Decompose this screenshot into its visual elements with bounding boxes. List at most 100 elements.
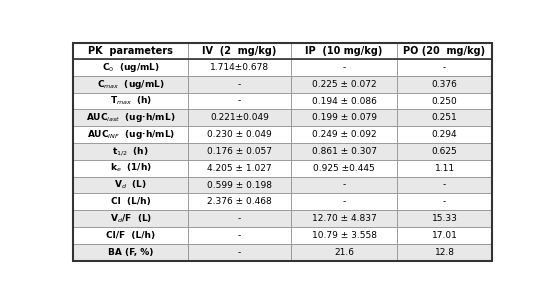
Text: 0.194 ± 0.086: 0.194 ± 0.086 xyxy=(312,97,376,105)
Text: AUC$_{last}$  (ug·h/mL): AUC$_{last}$ (ug·h/mL) xyxy=(86,111,175,124)
Text: 0.861 ± 0.307: 0.861 ± 0.307 xyxy=(312,147,377,156)
Bar xyxy=(291,143,397,160)
Bar xyxy=(73,244,188,261)
Text: 0.230 ± 0.049: 0.230 ± 0.049 xyxy=(207,130,272,139)
Text: C$_{max}$  (ug/mL): C$_{max}$ (ug/mL) xyxy=(97,78,165,91)
Text: 0.925 ±0.445: 0.925 ±0.445 xyxy=(313,164,375,173)
Text: V$_d$  (L): V$_d$ (L) xyxy=(114,179,147,191)
Bar xyxy=(188,227,291,244)
Text: 1.11: 1.11 xyxy=(435,164,455,173)
Text: 1.714±0.678: 1.714±0.678 xyxy=(210,63,269,72)
Text: 15.33: 15.33 xyxy=(431,214,457,223)
Bar xyxy=(188,76,291,93)
Bar xyxy=(73,43,188,59)
Text: PK  parameters: PK parameters xyxy=(88,46,173,56)
Bar xyxy=(397,126,491,143)
Text: 0.251: 0.251 xyxy=(431,113,457,122)
Bar xyxy=(188,43,291,59)
Text: 4.205 ± 1.027: 4.205 ± 1.027 xyxy=(207,164,272,173)
Bar xyxy=(291,126,397,143)
Bar xyxy=(188,59,291,76)
Text: 10.79 ± 3.558: 10.79 ± 3.558 xyxy=(312,231,377,240)
Bar xyxy=(291,227,397,244)
Bar xyxy=(73,160,188,177)
Text: -: - xyxy=(443,181,446,190)
Bar xyxy=(397,143,491,160)
Bar xyxy=(73,59,188,76)
Text: -: - xyxy=(343,181,345,190)
Text: IP  (10 mg/kg): IP (10 mg/kg) xyxy=(305,46,383,56)
Bar xyxy=(291,160,397,177)
Bar xyxy=(188,143,291,160)
Text: -: - xyxy=(343,197,345,206)
Text: 0.294: 0.294 xyxy=(432,130,457,139)
Bar xyxy=(188,93,291,109)
Bar xyxy=(397,210,491,227)
Text: 0.225 ± 0.072: 0.225 ± 0.072 xyxy=(312,80,376,89)
Text: t$_{1/2}$  (h): t$_{1/2}$ (h) xyxy=(112,145,149,158)
Text: -: - xyxy=(238,231,241,240)
Text: -: - xyxy=(238,80,241,89)
Bar xyxy=(397,177,491,193)
Bar xyxy=(73,76,188,93)
Text: PO (20  mg/kg): PO (20 mg/kg) xyxy=(403,46,485,56)
Text: BA (F, %): BA (F, %) xyxy=(108,248,153,257)
Text: C$_0$  (ug/mL): C$_0$ (ug/mL) xyxy=(102,61,160,74)
Text: 2.376 ± 0.468: 2.376 ± 0.468 xyxy=(207,197,272,206)
Text: -: - xyxy=(238,97,241,105)
Text: IV  (2  mg/kg): IV (2 mg/kg) xyxy=(202,46,277,56)
Text: 0.376: 0.376 xyxy=(431,80,457,89)
Text: 0.176 ± 0.057: 0.176 ± 0.057 xyxy=(207,147,272,156)
Bar xyxy=(188,126,291,143)
Text: T$_{max}$  (h): T$_{max}$ (h) xyxy=(110,95,152,107)
Text: -: - xyxy=(443,63,446,72)
Bar xyxy=(73,109,188,126)
Bar xyxy=(291,59,397,76)
Bar xyxy=(291,109,397,126)
Bar xyxy=(291,93,397,109)
Text: V$_d$/F  (L): V$_d$/F (L) xyxy=(110,212,152,225)
Bar xyxy=(291,244,397,261)
Text: -: - xyxy=(443,197,446,206)
Bar xyxy=(397,109,491,126)
Text: 0.221±0.049: 0.221±0.049 xyxy=(210,113,269,122)
Bar xyxy=(397,227,491,244)
Text: Cl  (L/h): Cl (L/h) xyxy=(111,197,150,206)
Bar xyxy=(73,93,188,109)
Text: 0.199 ± 0.079: 0.199 ± 0.079 xyxy=(312,113,377,122)
Bar xyxy=(188,109,291,126)
Text: AUC$_{INF}$  (ug·h/mL): AUC$_{INF}$ (ug·h/mL) xyxy=(87,128,175,141)
Text: 0.599 ± 0.198: 0.599 ± 0.198 xyxy=(207,181,272,190)
Bar xyxy=(73,193,188,210)
Text: k$_e$  (1/h): k$_e$ (1/h) xyxy=(110,162,152,175)
Bar xyxy=(291,76,397,93)
Bar xyxy=(397,59,491,76)
Bar xyxy=(73,210,188,227)
Text: 17.01: 17.01 xyxy=(431,231,457,240)
Text: 0.625: 0.625 xyxy=(431,147,457,156)
Bar xyxy=(397,244,491,261)
Bar xyxy=(397,193,491,210)
Bar xyxy=(291,43,397,59)
Bar xyxy=(73,177,188,193)
Text: 0.249 ± 0.092: 0.249 ± 0.092 xyxy=(312,130,376,139)
Bar xyxy=(188,193,291,210)
Bar xyxy=(291,177,397,193)
Bar xyxy=(188,177,291,193)
Bar xyxy=(188,160,291,177)
Text: -: - xyxy=(238,214,241,223)
Bar xyxy=(188,244,291,261)
Bar xyxy=(397,160,491,177)
Text: 0.250: 0.250 xyxy=(431,97,457,105)
Text: -: - xyxy=(343,63,345,72)
Text: -: - xyxy=(238,248,241,257)
Bar xyxy=(73,126,188,143)
Bar xyxy=(188,210,291,227)
Bar xyxy=(397,76,491,93)
Bar xyxy=(291,210,397,227)
Text: 12.70 ± 4.837: 12.70 ± 4.837 xyxy=(312,214,376,223)
Text: Cl/F  (L/h): Cl/F (L/h) xyxy=(106,231,155,240)
Bar xyxy=(73,227,188,244)
Bar xyxy=(73,143,188,160)
Text: 12.8: 12.8 xyxy=(435,248,455,257)
